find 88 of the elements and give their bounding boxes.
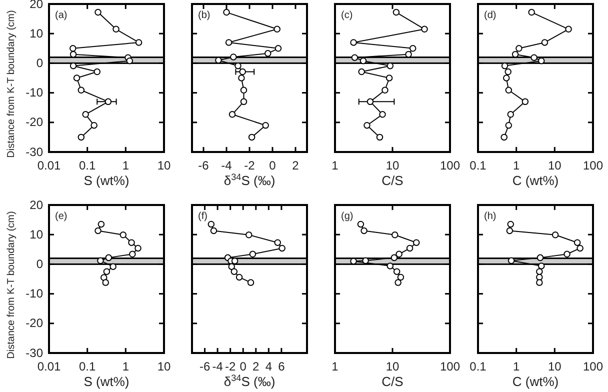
x-tick-label: 1 bbox=[122, 158, 130, 173]
point bbox=[225, 39, 232, 46]
x-tick-label: 10 bbox=[548, 158, 562, 173]
x-axis-title: C (wt%) bbox=[512, 173, 559, 188]
x-tick-label: 6 bbox=[278, 360, 286, 374]
point bbox=[215, 56, 222, 64]
x-tick-label: 100 bbox=[582, 158, 604, 173]
y-tick-label: 0 bbox=[36, 257, 44, 272]
y-tick-label: 0 bbox=[36, 56, 44, 70]
x-tick-label: -4 bbox=[221, 158, 232, 173]
point bbox=[240, 98, 248, 106]
annotation: (g) bbox=[341, 211, 354, 222]
x-tick-label: 1 bbox=[512, 360, 520, 374]
point bbox=[240, 86, 248, 94]
point bbox=[239, 68, 246, 76]
point bbox=[228, 111, 236, 118]
point bbox=[210, 227, 218, 234]
x-tick-label: 1 bbox=[122, 360, 130, 374]
annotation: (c) bbox=[341, 10, 353, 21]
point bbox=[278, 244, 286, 252]
x-axis-title: δ$^{34}$S (‰) bbox=[224, 172, 276, 188]
point bbox=[228, 263, 235, 270]
annotation: (a) bbox=[55, 10, 68, 21]
y-tick-label: -10 bbox=[26, 86, 44, 100]
point bbox=[230, 268, 238, 275]
point bbox=[262, 122, 269, 129]
x-tick-label: 100 bbox=[440, 158, 460, 173]
x-tick-label: -6 bbox=[198, 158, 210, 173]
y-tick-label: -20 bbox=[26, 316, 44, 330]
x-tick-label: -4 bbox=[212, 360, 224, 374]
point bbox=[249, 250, 256, 258]
point bbox=[274, 239, 281, 246]
x-axis-title: S (wt%) bbox=[84, 173, 130, 188]
y-tick-label: -20 bbox=[26, 115, 44, 130]
point bbox=[223, 8, 230, 16]
point bbox=[230, 54, 237, 60]
x-axis-title: C/S bbox=[382, 374, 404, 389]
x-tick-label: 0.1 bbox=[78, 360, 96, 374]
annotation: (b) bbox=[198, 10, 210, 21]
y-tick-label: 10 bbox=[30, 26, 44, 40]
y-axis-title: Distance from K-T boundary (cm) bbox=[6, 211, 17, 359]
point bbox=[238, 74, 245, 82]
x-tick-label: 0.1 bbox=[470, 158, 487, 173]
x-axis-title: C/S bbox=[382, 173, 404, 188]
x-tick-label: 10 bbox=[548, 360, 562, 374]
x-tick-label: 0.1 bbox=[470, 360, 487, 374]
x-tick-label: 10 bbox=[386, 158, 400, 173]
point bbox=[236, 274, 243, 281]
point bbox=[208, 220, 215, 228]
point bbox=[274, 45, 282, 52]
x-axis-title: δ$^{34}$S (‰) bbox=[224, 373, 276, 389]
x-tick-label: 0.01 bbox=[37, 360, 61, 374]
x-axis-title: C (wt%) bbox=[512, 374, 559, 389]
y-tick-label: -10 bbox=[26, 286, 44, 301]
x-tick-label: -2 bbox=[244, 158, 256, 173]
point bbox=[245, 232, 252, 238]
x-tick-label: 4 bbox=[265, 360, 272, 374]
x-tick-label: 2 bbox=[252, 360, 260, 374]
point bbox=[274, 26, 280, 33]
x-tick-label: -6 bbox=[199, 360, 210, 374]
x-tick-label: 10 bbox=[157, 360, 171, 374]
annotation: (d) bbox=[484, 10, 496, 21]
y-axis-title: Distance from K-T boundary (cm) bbox=[6, 10, 17, 158]
x-tick-label: 1 bbox=[332, 158, 339, 173]
point bbox=[264, 50, 272, 57]
y-tick-label: -30 bbox=[26, 346, 44, 360]
x-tick-label: 0.1 bbox=[78, 158, 96, 173]
x-axis-title: S (wt%) bbox=[84, 374, 130, 389]
x-tick-label: 10 bbox=[386, 360, 400, 374]
x-tick-label: 0.01 bbox=[37, 158, 61, 173]
x-tick-label: 1 bbox=[512, 158, 520, 173]
x-tick-label: 2 bbox=[292, 158, 300, 173]
x-tick-label: 100 bbox=[582, 360, 604, 374]
x-tick-label: 0 bbox=[269, 158, 276, 173]
x-tick-label: 0 bbox=[240, 360, 247, 374]
annotation: (h) bbox=[484, 211, 496, 222]
x-tick-label: -2 bbox=[224, 360, 236, 374]
y-tick-label: 10 bbox=[30, 227, 44, 242]
point bbox=[248, 134, 256, 141]
x-tick-label: 100 bbox=[440, 360, 460, 374]
y-tick-label: -30 bbox=[26, 144, 44, 159]
annotation: (f) bbox=[198, 211, 208, 222]
x-tick-label: 10 bbox=[157, 158, 171, 173]
annotation: (e) bbox=[55, 211, 68, 222]
point bbox=[247, 279, 254, 286]
point bbox=[231, 258, 238, 264]
x-tick-label: 1 bbox=[332, 360, 339, 374]
y-tick-label: 20 bbox=[30, 198, 44, 212]
